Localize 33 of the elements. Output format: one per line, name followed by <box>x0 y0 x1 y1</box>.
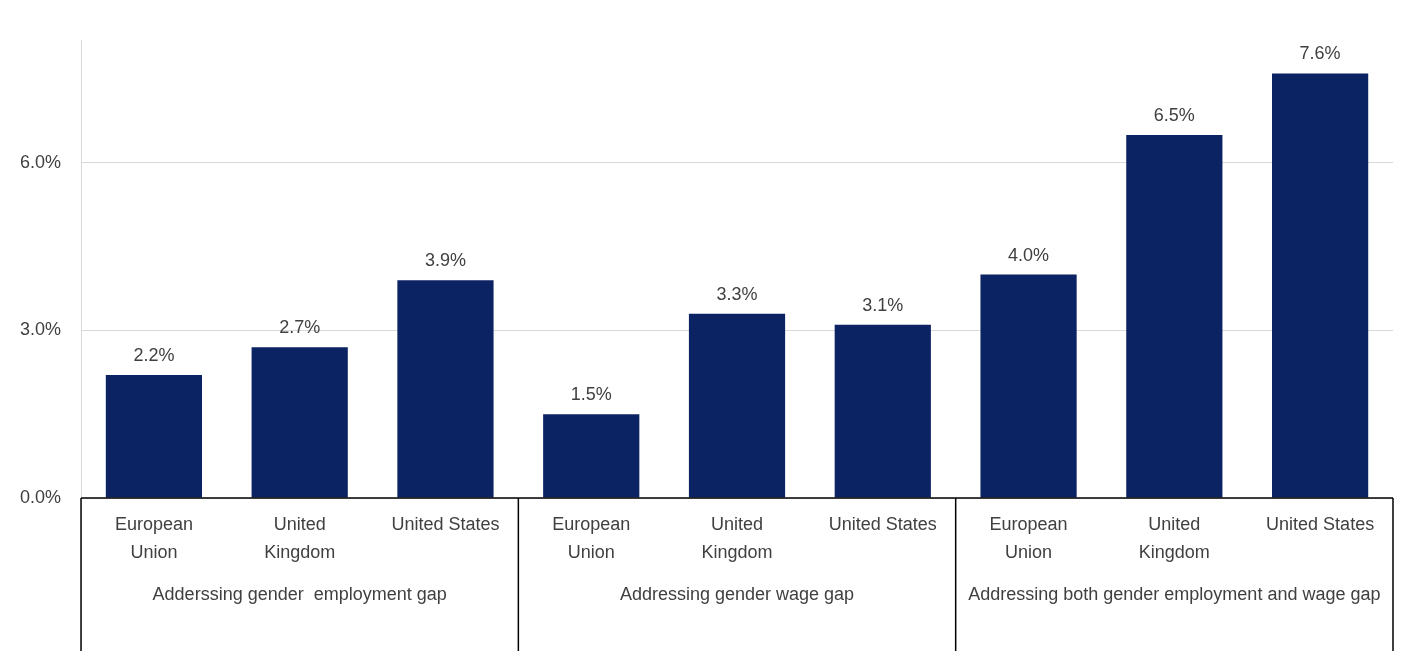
bar <box>980 274 1077 498</box>
data-label: 6.5% <box>1153 104 1195 125</box>
x-tick-label: European Union <box>552 513 631 562</box>
bar <box>543 414 640 498</box>
data-label: 7.6% <box>1299 43 1341 64</box>
data-label: 3.1% <box>862 294 904 315</box>
x-tick-label: United Kingdom <box>701 513 773 562</box>
y-tick-label: 0.0% <box>20 486 62 507</box>
x-tick-label: United Kingdom <box>264 513 336 562</box>
text: Addressing gender wage gap <box>619 583 855 604</box>
data-label: 1.5% <box>570 384 612 405</box>
bar <box>834 324 931 498</box>
data-label: 2.7% <box>279 317 321 338</box>
data-label: 3.9% <box>424 250 466 271</box>
x-tick-label: European Union <box>989 513 1068 562</box>
text: Addressing both gender employment and wage gap <box>968 583 1381 604</box>
y-tick-label: 6.0% <box>20 151 62 172</box>
bar <box>251 347 348 498</box>
bar <box>688 313 786 498</box>
x-tick-label: United States <box>1266 513 1375 534</box>
x-tick-label: United States <box>828 513 937 534</box>
bar <box>105 375 203 498</box>
x-tick-label: United Kingdom <box>1138 513 1210 562</box>
data-label: 3.3% <box>716 283 758 304</box>
bar <box>1272 73 1369 498</box>
data-label: 2.2% <box>133 345 175 366</box>
text: Adderssing gender employment gap <box>152 583 447 604</box>
bar <box>397 280 494 498</box>
data-label: 4.0% <box>1008 244 1050 265</box>
x-tick-label: European Union <box>114 513 193 562</box>
x-tick-label: United States <box>391 513 500 534</box>
bar <box>1126 134 1223 498</box>
y-tick-label: 3.0% <box>20 319 62 340</box>
